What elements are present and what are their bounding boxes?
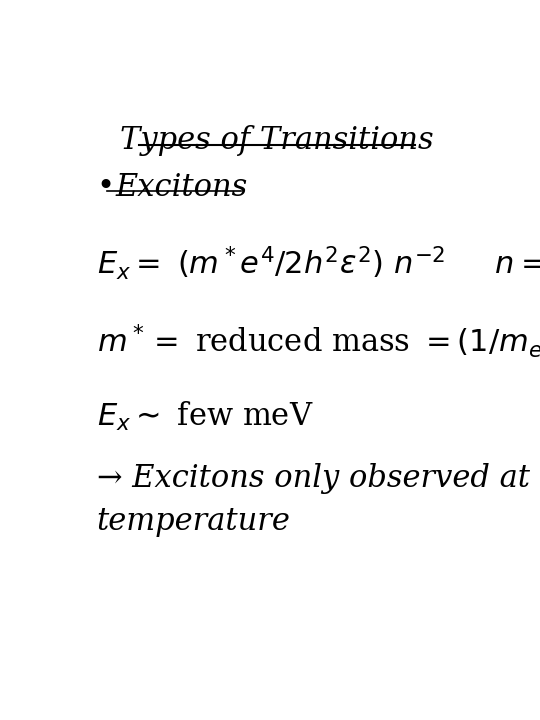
- Text: Types of Transitions: Types of Transitions: [120, 125, 434, 156]
- Text: $E_x = \ (m^*e^4/2h^2\varepsilon^2)\ n^{-2}$     $n = 1, 2, \ldots$: $E_x = \ (m^*e^4/2h^2\varepsilon^2)\ n^{…: [97, 244, 540, 282]
- Text: $E_x \sim$ few meV: $E_x \sim$ few meV: [97, 400, 313, 433]
- Text: $m^* = $ reduced mass $= (1/m_e + 1/m_h)^{-1}$: $m^* = $ reduced mass $= (1/m_e + 1/m_h)…: [97, 322, 540, 359]
- Text: •: •: [97, 172, 125, 203]
- Text: Excitons: Excitons: [116, 172, 248, 203]
- Text: → Excitons only observed at low
temperature: → Excitons only observed at low temperat…: [97, 464, 540, 537]
